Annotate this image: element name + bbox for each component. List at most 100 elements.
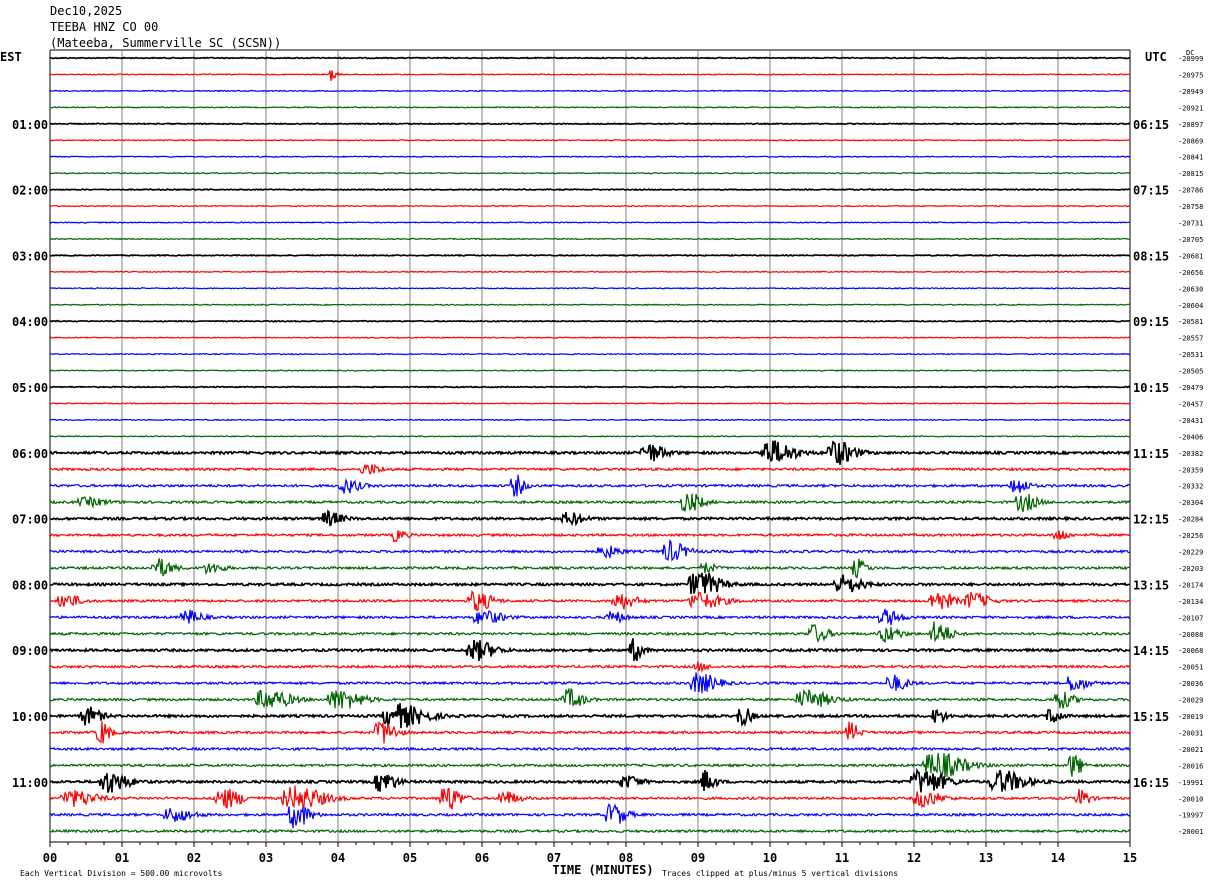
seismic-trace [49,435,1131,438]
x-tick-label: 08 [619,851,633,865]
dc-offset-label: -20174 [1178,581,1203,589]
right-hour-label: 07:15 [1133,184,1169,198]
date-label: Dec10,2025 [50,4,123,18]
left-hour-label: 10:00 [12,710,48,724]
x-tick-label: 05 [403,851,417,865]
dc-offset-label: -20431 [1178,417,1203,425]
seismic-trace [49,493,1131,513]
seismic-trace [49,608,1131,626]
seismic-trace [49,270,1131,274]
dc-offset-label: -20758 [1178,203,1203,211]
seismic-trace [49,303,1131,307]
dc-offset-label: -20479 [1178,384,1203,392]
dc-offset-label: -20229 [1178,549,1203,557]
seismic-trace [49,767,1131,793]
x-tick-label: 01 [115,851,129,865]
dc-offset-label: -20068 [1178,647,1203,655]
left-hour-label: 07:00 [12,513,48,527]
dc-offset-label: -20019 [1178,713,1203,721]
dc-offset-label: -20815 [1178,170,1203,178]
dc-offset-label: -20332 [1178,483,1203,491]
x-tick-label: 11 [835,851,849,865]
left-timezone-label: EST [0,50,22,64]
dc-offset-label: -20975 [1178,71,1203,79]
right-hour-label: 15:15 [1133,710,1169,724]
dc-offset-label: -20359 [1178,466,1203,474]
right-hour-label: 09:15 [1133,315,1169,329]
dc-offset-label: -20382 [1178,450,1203,458]
seismic-trace [49,474,1131,497]
dc-offset-label: -20557 [1178,335,1203,343]
dc-offset-label: -20656 [1178,269,1203,277]
seismic-trace [49,746,1131,752]
right-hour-label: 11:15 [1133,447,1169,461]
left-hour-label: 08:00 [12,578,48,592]
dc-offset-label: -20531 [1178,351,1203,359]
seismic-trace [49,402,1131,405]
left-hour-label: 01:00 [12,118,48,132]
dc-offset-label: -20031 [1178,729,1203,737]
dc-offset-label: -20203 [1178,565,1203,573]
seismic-trace [49,418,1131,422]
left-hour-label: 11:00 [12,776,48,790]
plot-grid [49,49,1131,843]
dc-offset-label: -20457 [1178,400,1203,408]
x-tick-label: 02 [187,851,201,865]
seismic-trace [49,752,1131,779]
location-label: (Mateeba, Summerville SC (SCSN)) [50,36,282,50]
left-hour-label: 06:00 [12,447,48,461]
left-hour-label: 02:00 [12,184,48,198]
seismic-trace [49,672,1131,694]
dc-offset-label: -20001 [1178,828,1203,836]
x-tick-label: 03 [259,851,273,865]
left-hour-label: 04:00 [12,315,48,329]
seismic-trace [49,369,1131,372]
dc-offset-label: -20581 [1178,318,1203,326]
right-hour-label: 13:15 [1133,578,1169,592]
seismic-trace [49,70,1131,81]
dc-offset-label: -20841 [1178,154,1203,162]
dc-offset-label: -19997 [1178,812,1203,820]
x-tick-label: 15 [1123,851,1137,865]
dc-label: DC [1186,49,1195,57]
dc-offset-label: -20705 [1178,236,1203,244]
seismic-trace [49,56,1131,60]
x-tick-label: 12 [907,851,921,865]
station-label: TEEBA HNZ CO 00 [50,20,159,34]
right-hour-label: 06:15 [1133,118,1169,132]
seismic-trace [49,106,1131,109]
x-axis-title: TIME (MINUTES) [552,863,653,877]
seismic-trace [49,204,1131,208]
left-hour-label: 03:00 [12,249,48,263]
x-tick-label: 00 [43,851,57,865]
x-tick-label: 06 [475,851,489,865]
seismic-trace [49,720,1131,744]
seismic-trace [49,785,1131,810]
seismic-trace [49,509,1131,527]
right-hour-label: 16:15 [1133,776,1169,790]
dc-offset-label: -20999 [1178,55,1203,63]
dc-offset-label: -20284 [1178,516,1203,524]
dc-offset-label: -20921 [1178,104,1203,112]
seismic-trace [49,336,1131,339]
seismic-trace [49,572,1131,594]
dc-offset-label: -20088 [1178,631,1203,639]
dc-offset-label: -20021 [1178,746,1203,754]
seismic-trace [49,558,1131,579]
dc-offset-label: -20505 [1178,368,1203,376]
seismic-trace [49,539,1130,562]
seismic-trace [49,638,1131,662]
seismic-trace [49,138,1131,142]
axis-labels: 00 01 02 03 04 05 06 07 08 09 10 11 12 13 14 15 TIME (MI… [12,55,1203,878]
right-hour-label: 10:15 [1133,381,1169,395]
dc-offset-label: -20869 [1178,137,1203,145]
seismic-trace [49,530,1131,543]
dc-offset-label: -20134 [1178,598,1203,606]
seismic-trace [49,89,1130,93]
footer-clip: Traces clipped at plus/minus 5 vertical … [662,869,898,878]
dc-offset-label: -19991 [1178,779,1203,787]
seismic-trace [49,187,1130,192]
x-tick-label: 07 [547,851,561,865]
seismic-trace [49,703,1131,729]
dc-offset-label: -20897 [1178,121,1203,129]
